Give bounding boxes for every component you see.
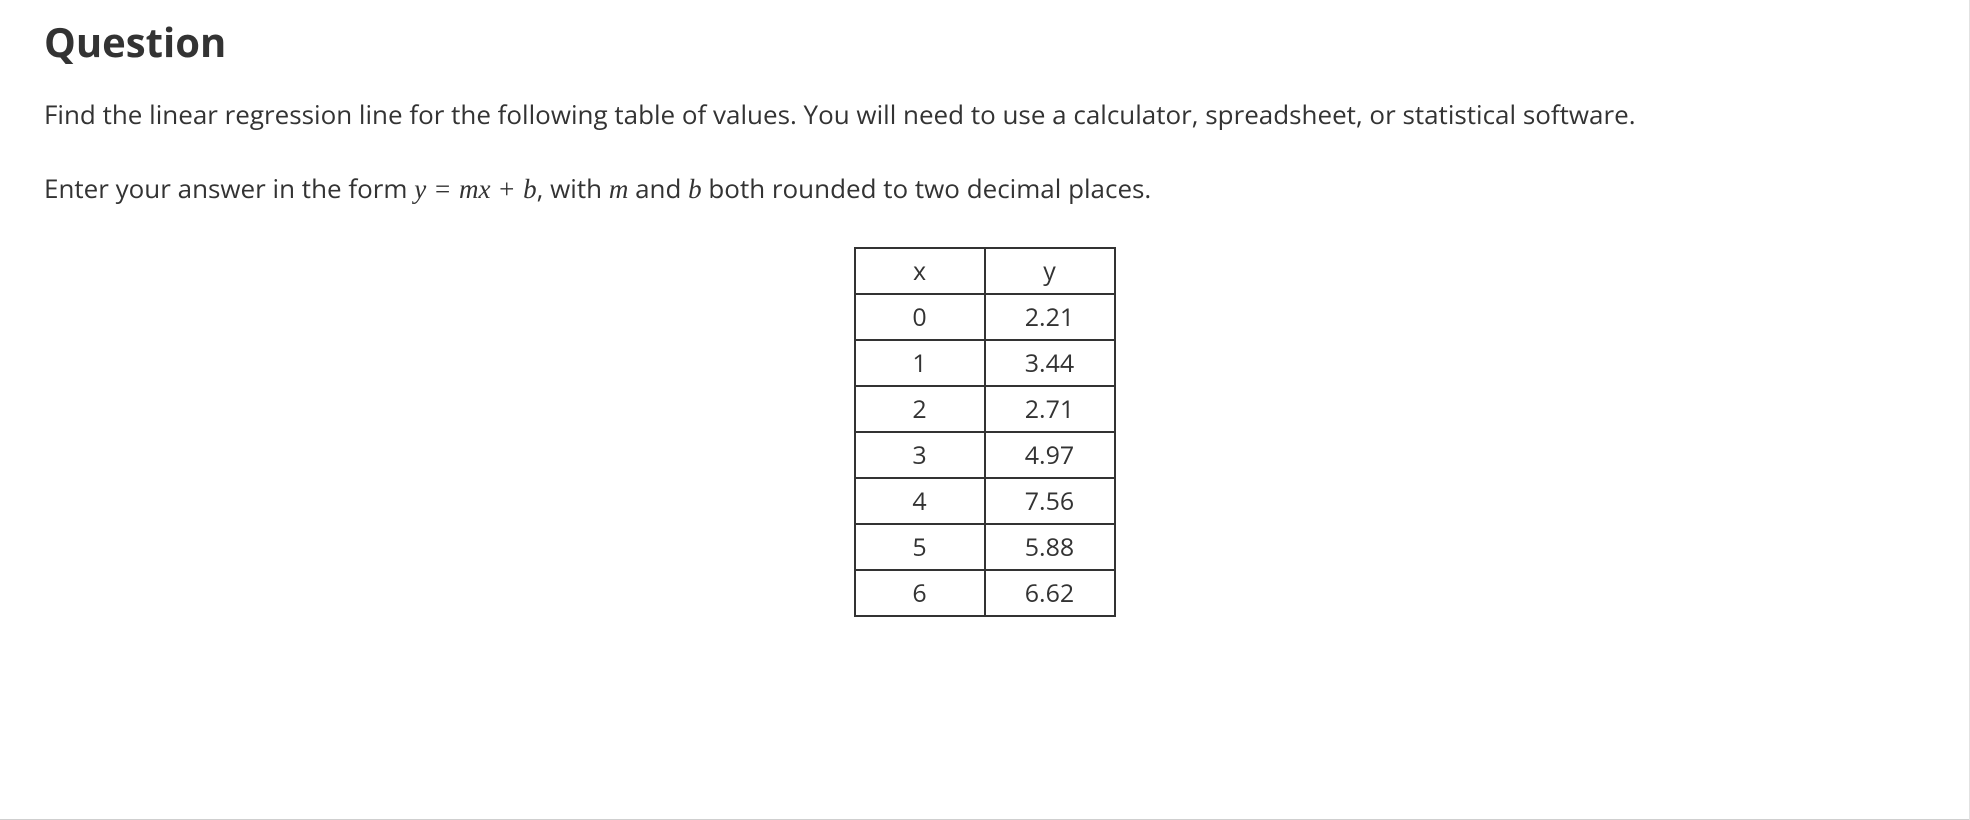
math-y: y xyxy=(414,174,426,204)
instruction-lead: Enter your answer in the form xyxy=(44,170,414,206)
answer-instruction: Enter your answer in the form y = mx + b… xyxy=(44,168,1925,211)
data-table-container: x y 0 2.21 1 3.44 2 2.71 3 xyxy=(44,247,1925,617)
question-prompt: Find the linear regression line for the … xyxy=(44,94,1924,134)
cell-x: 3 xyxy=(855,432,985,478)
math-b-var: b xyxy=(688,174,702,204)
cell-y: 4.97 xyxy=(985,432,1115,478)
cell-y: 3.44 xyxy=(985,340,1115,386)
table-row: 2 2.71 xyxy=(855,386,1115,432)
math-m: m xyxy=(459,174,479,204)
math-b: b xyxy=(523,174,537,204)
cell-x: 6 xyxy=(855,570,985,616)
cell-y: 7.56 xyxy=(985,478,1115,524)
column-header-y: y xyxy=(985,248,1115,294)
instruction-and: and xyxy=(628,170,688,206)
cell-x: 0 xyxy=(855,294,985,340)
cell-y: 5.88 xyxy=(985,524,1115,570)
table-row: 3 4.97 xyxy=(855,432,1115,478)
table-row: 6 6.62 xyxy=(855,570,1115,616)
math-equals: = xyxy=(426,174,459,204)
question-heading: Question xyxy=(44,18,1925,66)
cell-y: 6.62 xyxy=(985,570,1115,616)
cell-x: 2 xyxy=(855,386,985,432)
cell-x: 4 xyxy=(855,478,985,524)
cell-x: 1 xyxy=(855,340,985,386)
instruction-tail: both rounded to two decimal places. xyxy=(702,170,1152,206)
table-row: 0 2.21 xyxy=(855,294,1115,340)
column-header-x: x xyxy=(855,248,985,294)
table-header-row: x y xyxy=(855,248,1115,294)
math-m-var: m xyxy=(609,174,629,204)
data-table: x y 0 2.21 1 3.44 2 2.71 3 xyxy=(854,247,1116,617)
table-row: 4 7.56 xyxy=(855,478,1115,524)
table-row: 5 5.88 xyxy=(855,524,1115,570)
cell-x: 5 xyxy=(855,524,985,570)
math-plus: + xyxy=(490,174,523,204)
cell-y: 2.71 xyxy=(985,386,1115,432)
math-x: x xyxy=(478,174,490,204)
cell-y: 2.21 xyxy=(985,294,1115,340)
question-panel: Question Find the linear regression line… xyxy=(0,0,1970,820)
table-row: 1 3.44 xyxy=(855,340,1115,386)
instruction-mid: , with xyxy=(537,170,609,206)
